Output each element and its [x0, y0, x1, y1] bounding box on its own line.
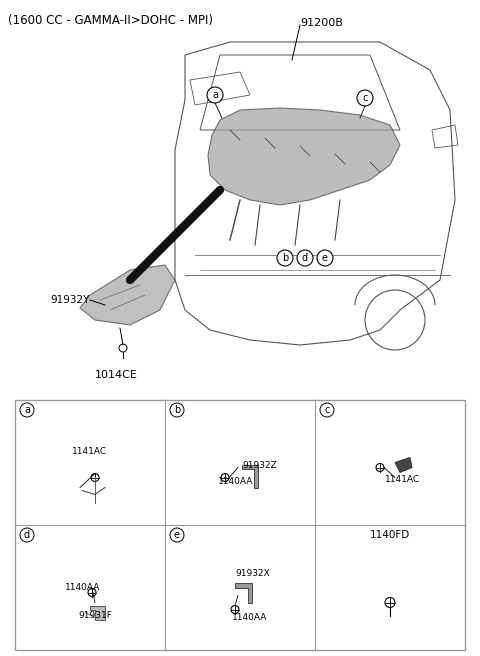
Text: 91931F: 91931F [78, 611, 112, 619]
Circle shape [231, 605, 239, 613]
Text: a: a [212, 90, 218, 100]
Circle shape [297, 250, 313, 266]
Text: b: b [282, 253, 288, 263]
Text: e: e [322, 253, 328, 263]
Circle shape [170, 528, 184, 542]
Text: 1140FD: 1140FD [370, 530, 410, 540]
Circle shape [277, 250, 293, 266]
Text: 91932X: 91932X [235, 569, 270, 577]
Circle shape [221, 474, 229, 482]
Text: 1141AC: 1141AC [385, 476, 420, 485]
Text: 91932Y: 91932Y [50, 295, 89, 305]
Text: 1141AC: 1141AC [72, 447, 107, 457]
Text: 1014CE: 1014CE [95, 370, 138, 380]
Text: b: b [174, 405, 180, 415]
Text: (1600 CC - GAMMA-II>DOHC - MPI): (1600 CC - GAMMA-II>DOHC - MPI) [8, 14, 213, 27]
Circle shape [88, 588, 96, 596]
Text: c: c [324, 405, 330, 415]
Circle shape [320, 403, 334, 417]
Polygon shape [242, 464, 258, 487]
Text: 91932Z: 91932Z [242, 461, 277, 470]
Polygon shape [80, 265, 175, 325]
Circle shape [376, 464, 384, 472]
Polygon shape [208, 108, 400, 205]
Circle shape [20, 403, 34, 417]
Text: d: d [24, 530, 30, 540]
Polygon shape [90, 605, 105, 619]
Polygon shape [235, 583, 252, 602]
Circle shape [91, 474, 99, 482]
Text: 1140AA: 1140AA [218, 478, 253, 487]
Circle shape [170, 403, 184, 417]
Bar [15, 400, 465, 650]
Text: d: d [302, 253, 308, 263]
Circle shape [20, 528, 34, 542]
Text: 1140AA: 1140AA [65, 583, 100, 592]
Polygon shape [395, 457, 412, 472]
Text: a: a [24, 405, 30, 415]
Text: c: c [362, 93, 368, 103]
Circle shape [317, 250, 333, 266]
Circle shape [119, 344, 127, 352]
Circle shape [385, 598, 395, 607]
Text: 1140AA: 1140AA [232, 613, 267, 621]
Circle shape [207, 87, 223, 103]
Circle shape [357, 90, 373, 106]
Text: e: e [174, 530, 180, 540]
Text: 91200B: 91200B [300, 18, 343, 28]
